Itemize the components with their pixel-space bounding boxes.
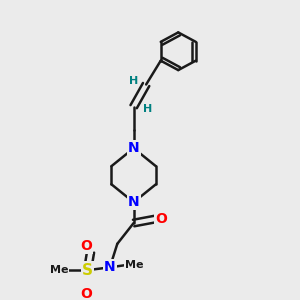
Text: Me: Me bbox=[125, 260, 144, 270]
Text: H: H bbox=[143, 104, 152, 114]
Text: O: O bbox=[80, 287, 92, 300]
Text: N: N bbox=[128, 141, 140, 155]
Text: H: H bbox=[129, 76, 138, 86]
Text: N: N bbox=[128, 195, 140, 209]
Text: O: O bbox=[155, 212, 167, 226]
Text: N: N bbox=[104, 260, 116, 274]
Text: O: O bbox=[80, 239, 92, 253]
Text: S: S bbox=[82, 262, 93, 278]
Text: Me: Me bbox=[50, 265, 69, 275]
